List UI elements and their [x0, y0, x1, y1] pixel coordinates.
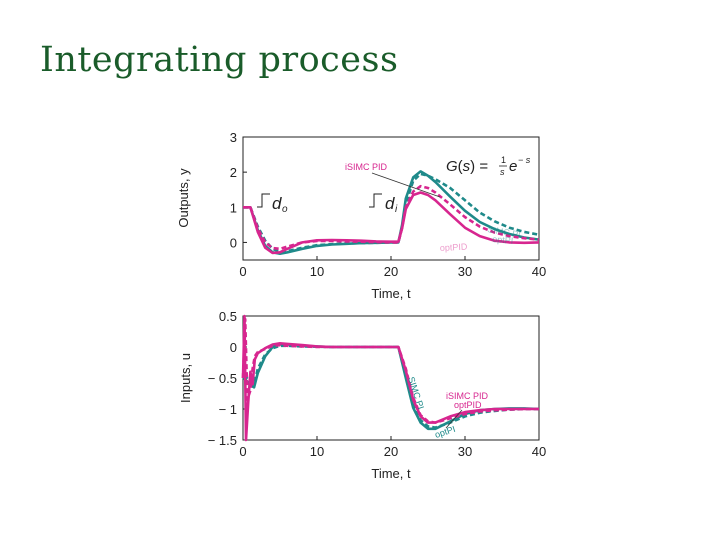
- di-disturbance-marker: d i: [369, 193, 398, 215]
- model-exp-base: e: [509, 158, 517, 175]
- model-frac-num: 1: [501, 155, 506, 165]
- x-tick-label: 20: [384, 264, 398, 279]
- x-tick-label: 40: [532, 264, 546, 279]
- series-line-optpid: [241, 314, 539, 442]
- slide-title: Integrating process: [40, 40, 399, 80]
- outputs-xlabel: Time, t: [371, 286, 411, 301]
- series-line-optpid: [243, 191, 540, 255]
- outputs-ylabel: Outputs, y: [176, 168, 191, 228]
- do-disturbance-marker: d o: [257, 193, 288, 215]
- x-tick-label: 10: [310, 264, 324, 279]
- optpid-pointer: [445, 409, 463, 429]
- y-tick-label: − 1: [219, 402, 237, 417]
- outputs-lines: [243, 170, 540, 255]
- do-subscript: o: [282, 204, 288, 215]
- inputs-lines: [241, 314, 540, 442]
- y-tick-label: − 1.5: [208, 433, 237, 448]
- model-exp-power: − s: [518, 155, 531, 165]
- inputs-ylabel: Inputs, u: [178, 353, 193, 403]
- di-subscript: i: [395, 204, 398, 215]
- y-tick-label: − 0.5: [208, 371, 237, 386]
- x-tick-label: 20: [384, 444, 398, 459]
- x-tick-label: 10: [310, 444, 324, 459]
- outputs-ticks: 0 10 20 30 40 0 1 2 3: [230, 130, 546, 279]
- di-label: d: [385, 194, 395, 213]
- step-icon: [257, 193, 270, 208]
- y-tick-label: 1: [230, 200, 237, 215]
- y-tick-label: 0.5: [219, 309, 237, 324]
- x-tick-label: 40: [532, 444, 546, 459]
- step-icon: [369, 193, 382, 208]
- y-tick-label: 3: [230, 130, 237, 145]
- inputs-xlabel: Time, t: [371, 466, 411, 481]
- x-tick-label: 0: [239, 264, 246, 279]
- y-tick-label: 2: [230, 165, 237, 180]
- inputs-optpi-label: optPI: [434, 424, 457, 440]
- model-annotation: G(s) = 1 s e − s: [446, 155, 531, 177]
- y-tick-label: 0: [230, 340, 237, 355]
- series-line-simc-pi: [242, 344, 539, 429]
- outputs-isimc-label: iSIMC PID: [345, 162, 388, 172]
- inputs-plot: 0 10 20 30 40 0.5 0 − 0.5 − 1 − 1.5 Inputs, u Tim…: [178, 309, 546, 481]
- x-tick-label: 30: [458, 444, 472, 459]
- inputs-plot-frame: [242, 315, 540, 441]
- inputs-ticks: 0 10 20 30 40 0.5 0 − 0.5 − 1 − 1.5: [208, 309, 547, 459]
- isimc-pointer: [371, 172, 441, 198]
- faint-label-optpid: optPID: [440, 242, 468, 253]
- x-tick-label: 0: [239, 444, 246, 459]
- model-frac-den: s: [500, 167, 505, 177]
- series-line-optpi: [242, 343, 540, 431]
- x-tick-label: 30: [458, 264, 472, 279]
- series-line-isimc-pid: [241, 317, 539, 424]
- do-label: d: [272, 194, 282, 213]
- outputs-plot: 0 10 20 30 40 0 1 2 3 Outputs, y Time, t iSIMC P…: [176, 130, 546, 301]
- inputs-optpid-label: optPID: [454, 400, 482, 410]
- y-tick-label: 0: [230, 235, 237, 250]
- inputs-isimc-label: iSIMC PID: [446, 391, 489, 401]
- faint-label-optpi: optPI: [492, 234, 514, 246]
- model-text: G(s) =: [446, 158, 488, 175]
